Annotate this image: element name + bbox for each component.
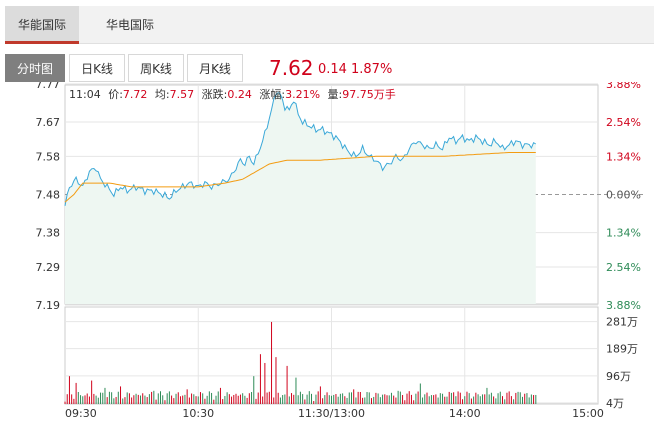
pct-tick-label: 3.88% bbox=[606, 299, 641, 312]
volume-tick-label: 4万 bbox=[606, 397, 624, 410]
info-readout: 11:04 价:7.72 均:7.57 涨跌:0.24 涨幅:3.21% 量:9… bbox=[69, 87, 396, 101]
stock-tab-huadian[interactable]: 华电国际 bbox=[105, 18, 154, 32]
pct-tick-label: 2.54% bbox=[606, 116, 641, 129]
pct-tick-label: 2.54% bbox=[606, 261, 641, 274]
price-change-pct: 1.87% bbox=[351, 62, 393, 77]
y-tick-label: 7.58 bbox=[36, 150, 61, 163]
tab-weekly-k[interactable]: 周K线 bbox=[128, 54, 184, 82]
current-price: 7.62 bbox=[269, 56, 314, 80]
y-tick-label: 7.67 bbox=[36, 116, 61, 129]
tab-daily-k[interactable]: 日K线 bbox=[69, 54, 125, 82]
stock-tab-huaneng[interactable]: 华能国际 bbox=[5, 6, 79, 44]
y-tick-label: 7.77 bbox=[36, 82, 61, 91]
y-tick-label: 7.29 bbox=[36, 261, 61, 274]
intraday-chart: 7.77 7.67 7.58 7.48 7.38 7.29 7.19 3.88% 2.54% 1.… bbox=[36, 82, 645, 420]
price-change: 0.14 bbox=[318, 62, 347, 77]
volume-tick-label: 96万 bbox=[606, 370, 631, 383]
avg-line bbox=[64, 152, 536, 203]
x-tick-label: 14:00 bbox=[449, 407, 481, 420]
x-tick-label: 11:30/13:00 bbox=[298, 407, 365, 420]
pct-tick-label: 3.88% bbox=[606, 82, 641, 91]
tab-intraday[interactable]: 分时图 bbox=[5, 54, 65, 82]
pct-tick-label: 1.34% bbox=[606, 150, 641, 163]
volume-tick-label: 189万 bbox=[606, 343, 638, 356]
x-tick-label: 15:00 bbox=[572, 407, 604, 420]
x-tick-label: 09:30 bbox=[65, 407, 97, 420]
y-tick-label: 7.19 bbox=[36, 299, 61, 312]
pct-tick-label: 0.00% bbox=[606, 189, 641, 202]
y-tick-label: 7.38 bbox=[36, 227, 61, 240]
pct-tick-label: 1.34% bbox=[606, 227, 641, 240]
stock-tab-bar: 华能国际 华电国际 bbox=[5, 6, 654, 44]
price-line bbox=[64, 91, 537, 206]
x-tick-label: 10:30 bbox=[182, 407, 214, 420]
y-tick-label: 7.48 bbox=[36, 189, 61, 202]
price-area bbox=[65, 92, 536, 304]
volume-tick-label: 281万 bbox=[606, 316, 638, 329]
tab-monthly-k[interactable]: 月K线 bbox=[187, 54, 243, 82]
